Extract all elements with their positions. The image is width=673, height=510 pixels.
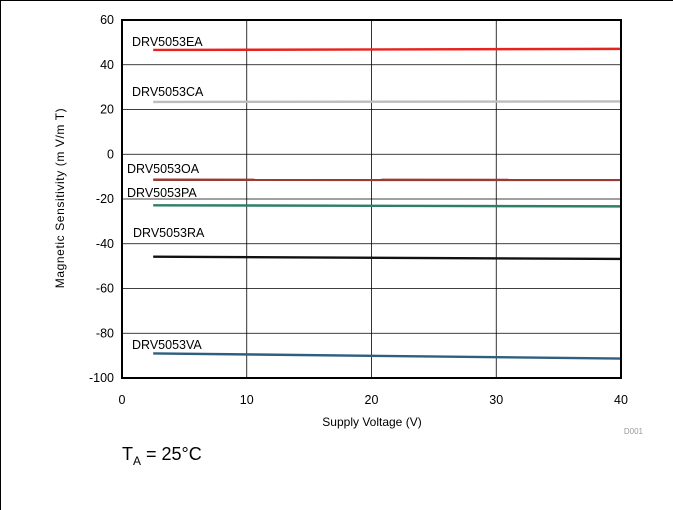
series-label-drv5053oa: DRV5053OA xyxy=(127,162,200,176)
series-label-drv5053ea: DRV5053EA xyxy=(132,35,203,49)
series-line-drv5053va xyxy=(153,352,622,360)
y-tick-label: 40 xyxy=(100,58,114,72)
x-tick-label: 0 xyxy=(119,393,126,407)
x-tick-labels: 0 10 20 30 40 xyxy=(119,393,628,407)
y-tick-label: -100 xyxy=(89,371,114,385)
series-line-drv5053ra xyxy=(153,255,622,261)
y-tick-label: 20 xyxy=(100,103,114,117)
y-tick-label: -20 xyxy=(96,192,114,206)
x-tick-label: 10 xyxy=(240,393,254,407)
series-label-drv5053ca: DRV5053CA xyxy=(132,85,204,99)
y-axis-title: Magnetic Sensitivity (m V/m T) xyxy=(53,108,67,288)
y-tick-label: -60 xyxy=(96,282,114,296)
series-lines xyxy=(153,47,622,360)
x-tick-label: 30 xyxy=(489,393,503,407)
condition-label: TA = 25°C xyxy=(122,444,202,468)
y-tick-label: 0 xyxy=(107,147,114,161)
y-tick-label: 60 xyxy=(100,13,114,27)
x-tick-label: 40 xyxy=(614,393,628,407)
series-label-drv5053pa: DRV5053PA xyxy=(127,186,197,200)
y-tick-label: -40 xyxy=(96,237,114,251)
series-label-drv5053va: DRV5053VA xyxy=(132,338,202,352)
series-labels: DRV5053EA DRV5053CA DRV5053OA DRV5053PA DRV5… xyxy=(127,35,205,352)
condition-symbol: T xyxy=(122,444,133,464)
figure-code: D001 xyxy=(624,427,644,436)
y-tick-labels: 60 40 20 0 -20 -40 -60 -80 -100 xyxy=(89,13,114,385)
plot-frame xyxy=(121,19,622,379)
condition-subscript: A xyxy=(133,454,141,468)
series-line-drv5053pa xyxy=(153,204,622,208)
grid xyxy=(122,20,621,378)
x-tick-label: 20 xyxy=(365,393,379,407)
x-axis-title: Supply Voltage (V) xyxy=(322,415,421,429)
condition-value: = 25°C xyxy=(141,444,202,464)
series-label-drv5053ra: DRV5053RA xyxy=(133,226,205,240)
y-tick-label: -80 xyxy=(96,326,114,340)
series-line-drv5053ea xyxy=(153,47,622,52)
